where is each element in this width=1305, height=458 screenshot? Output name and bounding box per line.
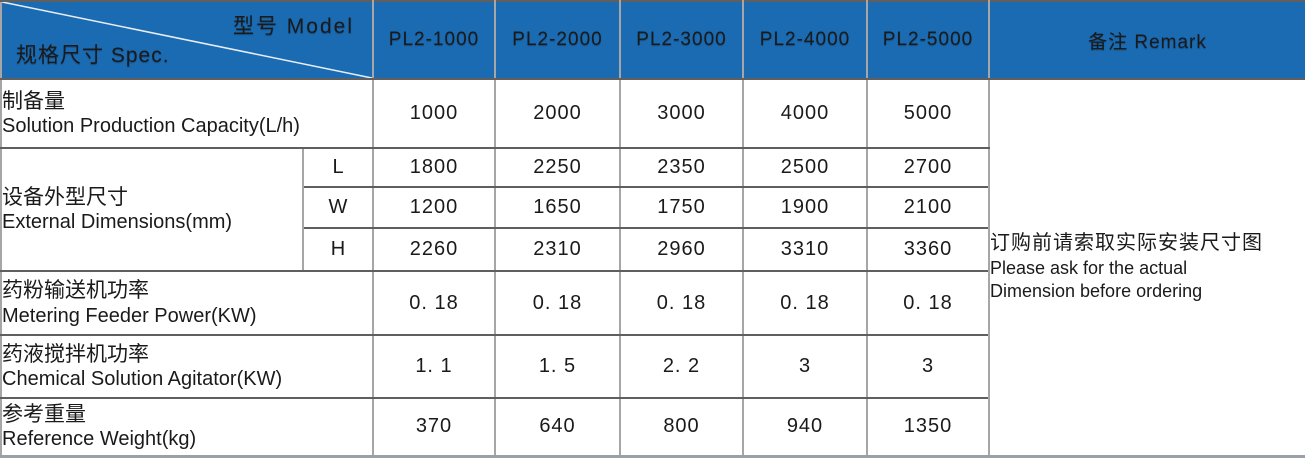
cell-agitator-1: 1. 1 — [372, 334, 496, 399]
cell-dim-w-5: 2100 — [866, 186, 990, 229]
cell-dim-h-5: 3360 — [866, 227, 990, 272]
cell-dim-l-5: 2700 — [866, 147, 990, 188]
cell-dim-w-3: 1750 — [619, 186, 744, 229]
cell-feeder-4: 0. 18 — [742, 270, 868, 336]
remark-note-en2: Dimension before ordering — [990, 281, 1203, 302]
cell-weight-2: 640 — [494, 397, 621, 457]
cell-feeder-3: 0. 18 — [619, 270, 744, 336]
row-label-feeder: 药粉输送机功率 Metering Feeder Power(KW) — [0, 270, 374, 336]
dim-key-h: H — [302, 227, 374, 272]
spec-axis-label: 规格尺寸 Spec. — [16, 44, 170, 67]
row-dimension-h: H 2260 2310 2960 3310 3360 — [1, 227, 1305, 272]
row-agitator-power: 药液搅拌机功率 Chemical Solution Agitator(KW) 1… — [0, 334, 1305, 399]
row-label-agitator-cn: 药液搅拌机功率 — [2, 342, 149, 366]
row-label-weight-en: Reference Weight(kg) — [2, 428, 197, 451]
cell-capacity-5: 5000 — [866, 78, 990, 149]
model-axis-label: 型号 Model — [232, 15, 354, 38]
diagonal-divider-line — [2, 2, 372, 78]
cell-dim-w-1: 1200 — [372, 186, 496, 229]
row-label-agitator-en: Chemical Solution Agitator(KW) — [2, 368, 283, 391]
row-label-dimensions-cn: 设备外型尺寸 — [2, 185, 128, 209]
cell-capacity-2: 2000 — [494, 78, 621, 149]
cell-dim-h-3: 2960 — [619, 227, 744, 272]
cell-agitator-4: 3 — [742, 334, 868, 399]
cell-agitator-3: 2. 2 — [619, 334, 744, 399]
cell-dim-h-2: 2310 — [494, 227, 621, 272]
cell-dim-w-2: 1650 — [494, 186, 621, 229]
cell-weight-5: 1350 — [866, 397, 990, 457]
row-label-weight-cn: 参考重量 — [2, 402, 86, 426]
row-label-capacity: 制备量 Solution Production Capacity(L/h) — [0, 78, 374, 149]
row-label-agitator: 药液搅拌机功率 Chemical Solution Agitator(KW) — [0, 334, 374, 399]
cell-weight-1: 370 — [372, 397, 496, 457]
diagonal-header-cell: 型号 Model 规格尺寸 Spec. — [0, 0, 374, 80]
row-dimension-l: 设备外型尺寸 External Dimensions(mm) L 1800 22… — [0, 147, 1305, 272]
cell-capacity-4: 4000 — [742, 78, 868, 149]
cell-weight-4: 940 — [742, 397, 868, 457]
cell-dim-h-4: 3310 — [742, 227, 868, 272]
cell-feeder-1: 0. 18 — [372, 270, 496, 336]
row-label-weight: 参考重量 Reference Weight(kg) — [0, 397, 374, 457]
model-header-pl2-2000: PL2-2000 — [494, 0, 621, 80]
cell-capacity-3: 3000 — [619, 78, 744, 149]
row-reference-weight: 参考重量 Reference Weight(kg) 370 640 800 94… — [0, 397, 1305, 457]
remark-note-en1: Please ask for the actual — [990, 257, 1188, 278]
cell-agitator-5: 3 — [866, 334, 990, 399]
dim-key-w: W — [302, 186, 374, 229]
cell-feeder-5: 0. 18 — [866, 270, 990, 336]
row-label-feeder-cn: 药粉输送机功率 — [2, 279, 149, 302]
header-row: 型号 Model 规格尺寸 Spec. PL2-1000 PL2-2000 PL… — [0, 0, 1305, 80]
row-label-capacity-en: Solution Production Capacity(L/h) — [2, 115, 300, 138]
remark-note-cell: 订购前请索取实际安装尺寸图 Please ask for the actual … — [988, 78, 1305, 457]
row-label-feeder-en: Metering Feeder Power(KW) — [2, 304, 257, 327]
row-label-dimensions-en: External Dimensions(mm) — [2, 211, 233, 234]
cell-dim-l-3: 2350 — [619, 147, 744, 188]
model-header-pl2-5000: PL2-5000 — [866, 0, 990, 80]
cell-dim-l-2: 2250 — [494, 147, 621, 188]
row-label-capacity-cn: 制备量 — [2, 89, 65, 113]
row-capacity: 制备量 Solution Production Capacity(L/h) 10… — [0, 78, 1305, 457]
model-header-pl2-3000: PL2-3000 — [619, 0, 744, 80]
row-label-dimensions: 设备外型尺寸 External Dimensions(mm) — [0, 147, 304, 272]
row-feeder-power: 药粉输送机功率 Metering Feeder Power(KW) 0. 18 … — [0, 270, 1305, 336]
cell-weight-3: 800 — [619, 397, 744, 457]
cell-dim-h-1: 2260 — [372, 227, 496, 272]
model-header-pl2-1000: PL2-1000 — [372, 0, 496, 80]
dim-key-l: L — [302, 147, 374, 188]
row-dimension-w: W 1200 1650 1750 1900 2100 — [1, 186, 1305, 229]
cell-capacity-1: 1000 — [372, 78, 496, 149]
remark-note-cn: 订购前请索取实际安装尺寸图 — [990, 232, 1263, 255]
cell-dim-l-1: 1800 — [372, 147, 496, 188]
remark-header: 备注 Remark — [988, 0, 1305, 80]
cell-feeder-2: 0. 18 — [494, 270, 621, 336]
model-header-pl2-4000: PL2-4000 — [742, 0, 868, 80]
cell-agitator-2: 1. 5 — [494, 334, 621, 399]
cell-dim-w-4: 1900 — [742, 186, 868, 229]
cell-dim-l-4: 2500 — [742, 147, 868, 188]
